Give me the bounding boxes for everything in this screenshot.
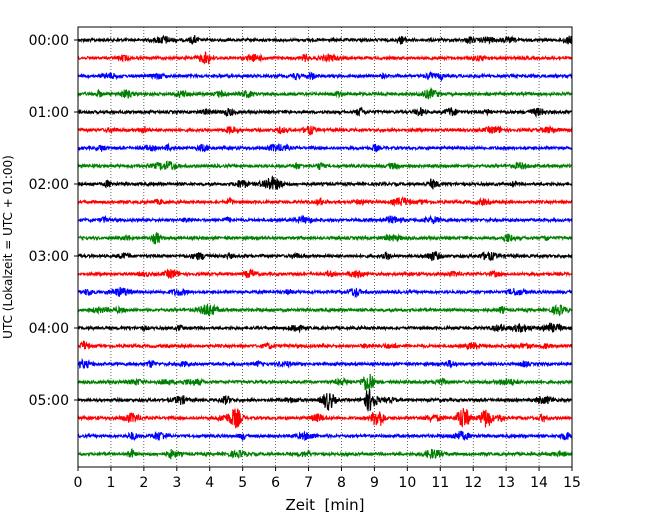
trace-row xyxy=(78,357,572,370)
trace-row xyxy=(78,86,572,100)
trace-row xyxy=(78,321,572,334)
y-tick-label: 03:00 xyxy=(29,249,69,265)
y-tick-label: 05:00 xyxy=(29,393,69,409)
trace-row xyxy=(78,373,572,391)
trace-row xyxy=(78,125,572,136)
x-tick-label: 10 xyxy=(398,475,416,491)
trace-row xyxy=(78,448,572,460)
trace-row xyxy=(78,430,572,442)
seismic-traces xyxy=(78,34,572,460)
x-tick-label: 7 xyxy=(304,475,313,491)
y-axis-label: UTC (Lokalzeit = UTC + 01:00) xyxy=(1,155,15,339)
trace-row xyxy=(78,214,572,225)
x-tick-label: 0 xyxy=(74,475,83,491)
trace-row xyxy=(78,142,572,153)
trace-row xyxy=(78,175,572,190)
trace-row xyxy=(78,388,572,412)
x-tick-label: 4 xyxy=(205,475,214,491)
x-tick-label: 14 xyxy=(530,475,548,491)
x-tick-label: 9 xyxy=(370,475,379,491)
x-axis: 0 1 2 3 4 5 6 7 8 9 10 11 12 13 14 15 xyxy=(74,467,581,491)
x-tick-label: 6 xyxy=(271,475,280,491)
plot-frame xyxy=(77,26,573,468)
x-tick-label: 12 xyxy=(464,475,482,491)
x-tick-label: 13 xyxy=(497,475,515,491)
trace-row xyxy=(78,34,572,46)
x-tick-label: 11 xyxy=(431,475,449,491)
y-tick-label: 04:00 xyxy=(29,321,69,337)
y-axis: 00:00 01:00 02:00 03:00 04:00 05:00 xyxy=(29,33,78,409)
trace-row xyxy=(78,303,572,317)
trace-row xyxy=(78,339,572,351)
trace-row xyxy=(78,408,572,429)
trace-row xyxy=(78,106,572,119)
x-tick-label: 15 xyxy=(563,475,581,491)
x-tick-label: 5 xyxy=(238,475,247,491)
x-axis-label: Zeit [min] xyxy=(285,496,364,514)
x-tick-label: 2 xyxy=(139,475,148,491)
x-tick-label: 1 xyxy=(106,475,115,491)
y-tick-label: 00:00 xyxy=(29,33,69,49)
trace-row xyxy=(78,51,572,65)
trace-row xyxy=(78,195,572,207)
x-tick-label: 3 xyxy=(172,475,181,491)
y-tick-label: 02:00 xyxy=(29,177,69,193)
gridlines xyxy=(110,27,540,467)
x-tick-label: 8 xyxy=(337,475,346,491)
trace-row xyxy=(78,160,572,172)
trace-row xyxy=(78,286,572,299)
trace-row xyxy=(78,70,572,82)
trace-row xyxy=(78,250,572,262)
trace-row xyxy=(78,232,572,245)
y-tick-label: 01:00 xyxy=(29,105,69,121)
trace-row xyxy=(78,268,572,279)
